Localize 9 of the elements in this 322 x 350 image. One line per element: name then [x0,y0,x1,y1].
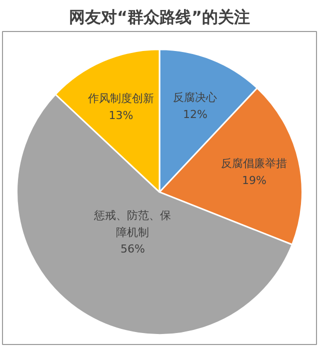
slice-label: 反腐决心 [173,91,218,104]
chart-title: 网友对“群众路线”的关注 [68,8,250,26]
data-label: 12% [183,108,208,121]
data-label: 13% [108,109,134,122]
data-label: 56% [120,242,145,256]
slice-label: 惩戒、防范、保障机制 [93,208,172,239]
slice-label: 反腐倡廉举措 [221,156,288,170]
data-label: 19% [242,174,266,187]
slice-label: 作风制度创新 [86,92,154,106]
